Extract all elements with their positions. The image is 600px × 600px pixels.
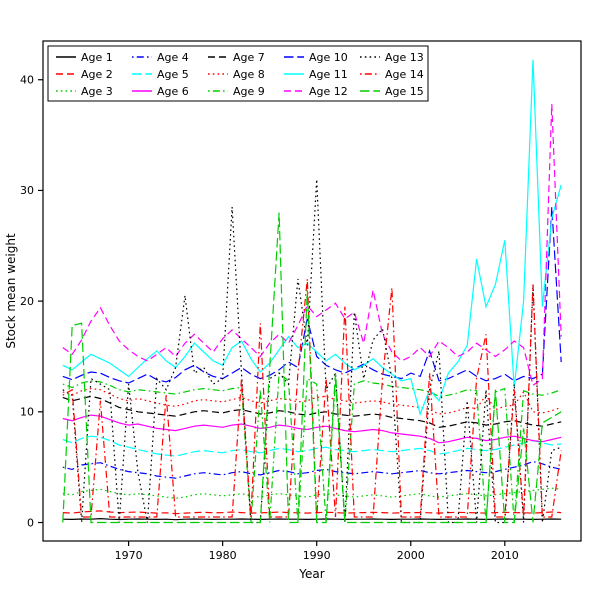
y-tick-label: 0	[27, 516, 34, 529]
x-tick-label: 1980	[209, 549, 237, 562]
y-axis-label: Stock mean weight	[4, 233, 18, 349]
legend-label-age-10: Age 10	[309, 51, 348, 64]
x-tick-label: 1990	[303, 549, 331, 562]
legend-label-age-2: Age 2	[81, 68, 113, 81]
y-tick-label: 30	[20, 184, 34, 197]
x-tick-label: 1970	[115, 549, 143, 562]
x-tick-label: 2010	[491, 549, 519, 562]
series-line-age-3	[62, 487, 562, 499]
legend-label-age-1: Age 1	[81, 51, 113, 64]
legend-box	[47, 45, 429, 102]
series-line-age-5	[62, 435, 562, 457]
legend-label-age-15: Age 15	[385, 85, 424, 98]
y-tick-label: 20	[20, 295, 34, 308]
legend-label-age-13: Age 13	[385, 51, 424, 64]
legend-label-age-12: Age 12	[309, 85, 348, 98]
legend-label-age-7: Age 7	[233, 51, 265, 64]
series-line-age-8	[62, 387, 562, 415]
legend-label-age-11: Age 11	[309, 68, 348, 81]
series-line-age-11	[62, 59, 562, 416]
series-line-age-1	[62, 517, 562, 521]
plot-frame	[42, 40, 582, 542]
series-line-age-4	[62, 460, 562, 479]
x-axis-label: Year	[298, 567, 324, 581]
legend-label-age-8: Age 8	[233, 68, 265, 81]
legend-label-age-3: Age 3	[81, 85, 113, 98]
legend-label-age-5: Age 5	[157, 68, 189, 81]
series-line-age-12	[62, 104, 562, 387]
series-line-age-15	[62, 212, 562, 524]
legend-label-age-6: Age 6	[157, 85, 189, 98]
y-tick-label: 10	[20, 406, 34, 419]
series-line-age-6	[62, 414, 562, 444]
series-line-age-13	[62, 179, 562, 524]
legend-label-age-4: Age 4	[157, 51, 189, 64]
plot-area: 1970 1980 1990 2000 2010 0 10 20 30 40 Age 1 Age 2 A…	[20, 40, 582, 562]
x-tick-label: 2000	[397, 549, 425, 562]
legend-label-age-14: Age 14	[385, 68, 424, 81]
series-line-age-10	[62, 206, 562, 384]
y-tick-label: 40	[20, 74, 34, 87]
legend-label-age-9: Age 9	[233, 85, 265, 98]
